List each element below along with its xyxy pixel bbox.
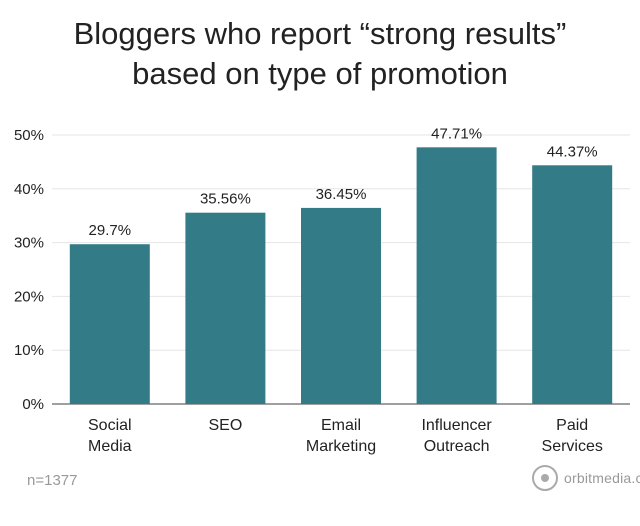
bar — [532, 165, 613, 404]
bar — [69, 244, 150, 404]
y-tick-label: 0% — [22, 396, 44, 413]
y-tick-label: 40% — [14, 181, 44, 198]
x-tick-label: SEO — [209, 417, 243, 434]
chart-title: Bloggers who report “strong results” bas… — [0, 14, 640, 94]
bar — [185, 212, 266, 404]
brand-text: orbitmedia.com — [564, 470, 640, 486]
x-tick-label: Social — [88, 417, 132, 434]
data-label: 36.45% — [316, 186, 367, 203]
bar — [416, 147, 497, 405]
x-tick-label: Influencer — [421, 417, 492, 434]
chart-title-line-1: Bloggers who report “strong results” — [73, 16, 567, 51]
y-tick-label: 20% — [14, 288, 44, 305]
y-tick-label: 10% — [14, 342, 44, 359]
y-tick-label: 50% — [14, 127, 44, 144]
bar — [301, 207, 381, 404]
data-label: 44.37% — [547, 143, 598, 160]
x-tick-label: Paid — [556, 417, 588, 434]
x-tick-label: Outreach — [424, 438, 490, 455]
x-tick-label: Media — [88, 438, 132, 455]
data-label: 35.56% — [200, 191, 251, 208]
data-label: 29.7% — [89, 222, 132, 239]
y-tick-label: 30% — [14, 235, 44, 252]
chart-title-line-2: based on type of promotion — [132, 56, 508, 91]
data-label: 47.71% — [431, 125, 482, 142]
orbit-logo-icon — [532, 465, 558, 491]
brand-watermark: orbitmedia.com — [532, 465, 640, 491]
x-tick-label: Services — [542, 438, 603, 455]
x-tick-label: Email — [321, 417, 361, 434]
x-tick-label: Marketing — [306, 438, 376, 455]
sample-size-note: n=1377 — [27, 472, 78, 489]
